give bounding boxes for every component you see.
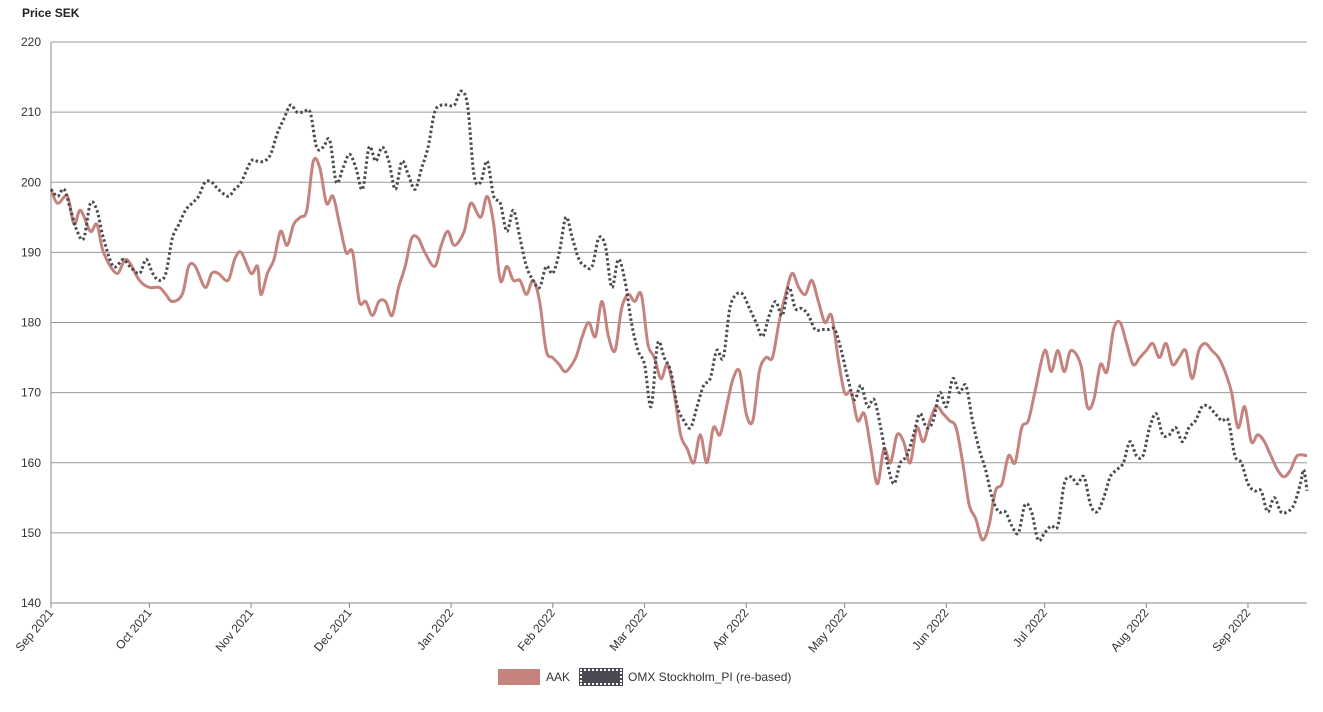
x-tick-label: Sep 2022: [1210, 606, 1254, 655]
y-tick-label: 180: [21, 316, 41, 330]
x-tick-label: Jan 2022: [414, 606, 457, 653]
x-tick-label: Feb 2022: [515, 606, 559, 654]
chart-grid: [50, 41, 1307, 604]
legend-swatch-aak: [498, 669, 540, 685]
legend-label-omx: OMX Stockholm_PI (re-based): [628, 670, 792, 684]
series-lines: [49, 89, 1309, 543]
series-line-aak: [49, 156, 1308, 542]
x-tick-label: Aug 2022: [1108, 606, 1152, 655]
x-axis: Sep 2021 Oct 2021 Nov 2021 Dec 2021 Jan 2022…: [13, 603, 1254, 656]
y-tick-label: 140: [21, 596, 41, 610]
legend-item-aak[interactable]: AAK: [498, 669, 570, 685]
x-tick-label: Oct 2021: [113, 606, 155, 653]
y-tick-label: 220: [21, 35, 41, 49]
y-axis-title: Price SEK: [22, 6, 80, 20]
x-tick-label: Mar 2022: [607, 606, 651, 654]
y-tick-label: 210: [21, 105, 41, 119]
x-tick-label: Jul 2022: [1010, 606, 1050, 650]
x-tick-label: Sep 2021: [13, 606, 57, 655]
legend-swatch-omx: [579, 668, 624, 686]
legend: AAK OMX Stockholm_PI (re-based): [498, 668, 801, 686]
y-tick-label: 150: [21, 526, 41, 540]
y-tick-label: 190: [21, 245, 41, 259]
y-tick-label: 160: [21, 456, 41, 470]
x-tick-label: May 2022: [805, 606, 850, 656]
legend-item-omx[interactable]: OMX Stockholm_PI (re-based): [579, 668, 792, 686]
y-axis: 140 150 160 170 180 190 200 210 220: [21, 35, 41, 610]
legend-label-aak: AAK: [546, 670, 571, 684]
y-tick-label: 200: [21, 175, 41, 189]
x-tick-label: Apr 2022: [709, 606, 751, 653]
x-tick-label: Nov 2021: [213, 606, 257, 655]
series-line-omx: [49, 89, 1309, 543]
x-tick-label: Jun 2022: [909, 606, 952, 653]
x-tick-label: Dec 2021: [311, 606, 355, 655]
y-tick-label: 170: [21, 386, 41, 400]
